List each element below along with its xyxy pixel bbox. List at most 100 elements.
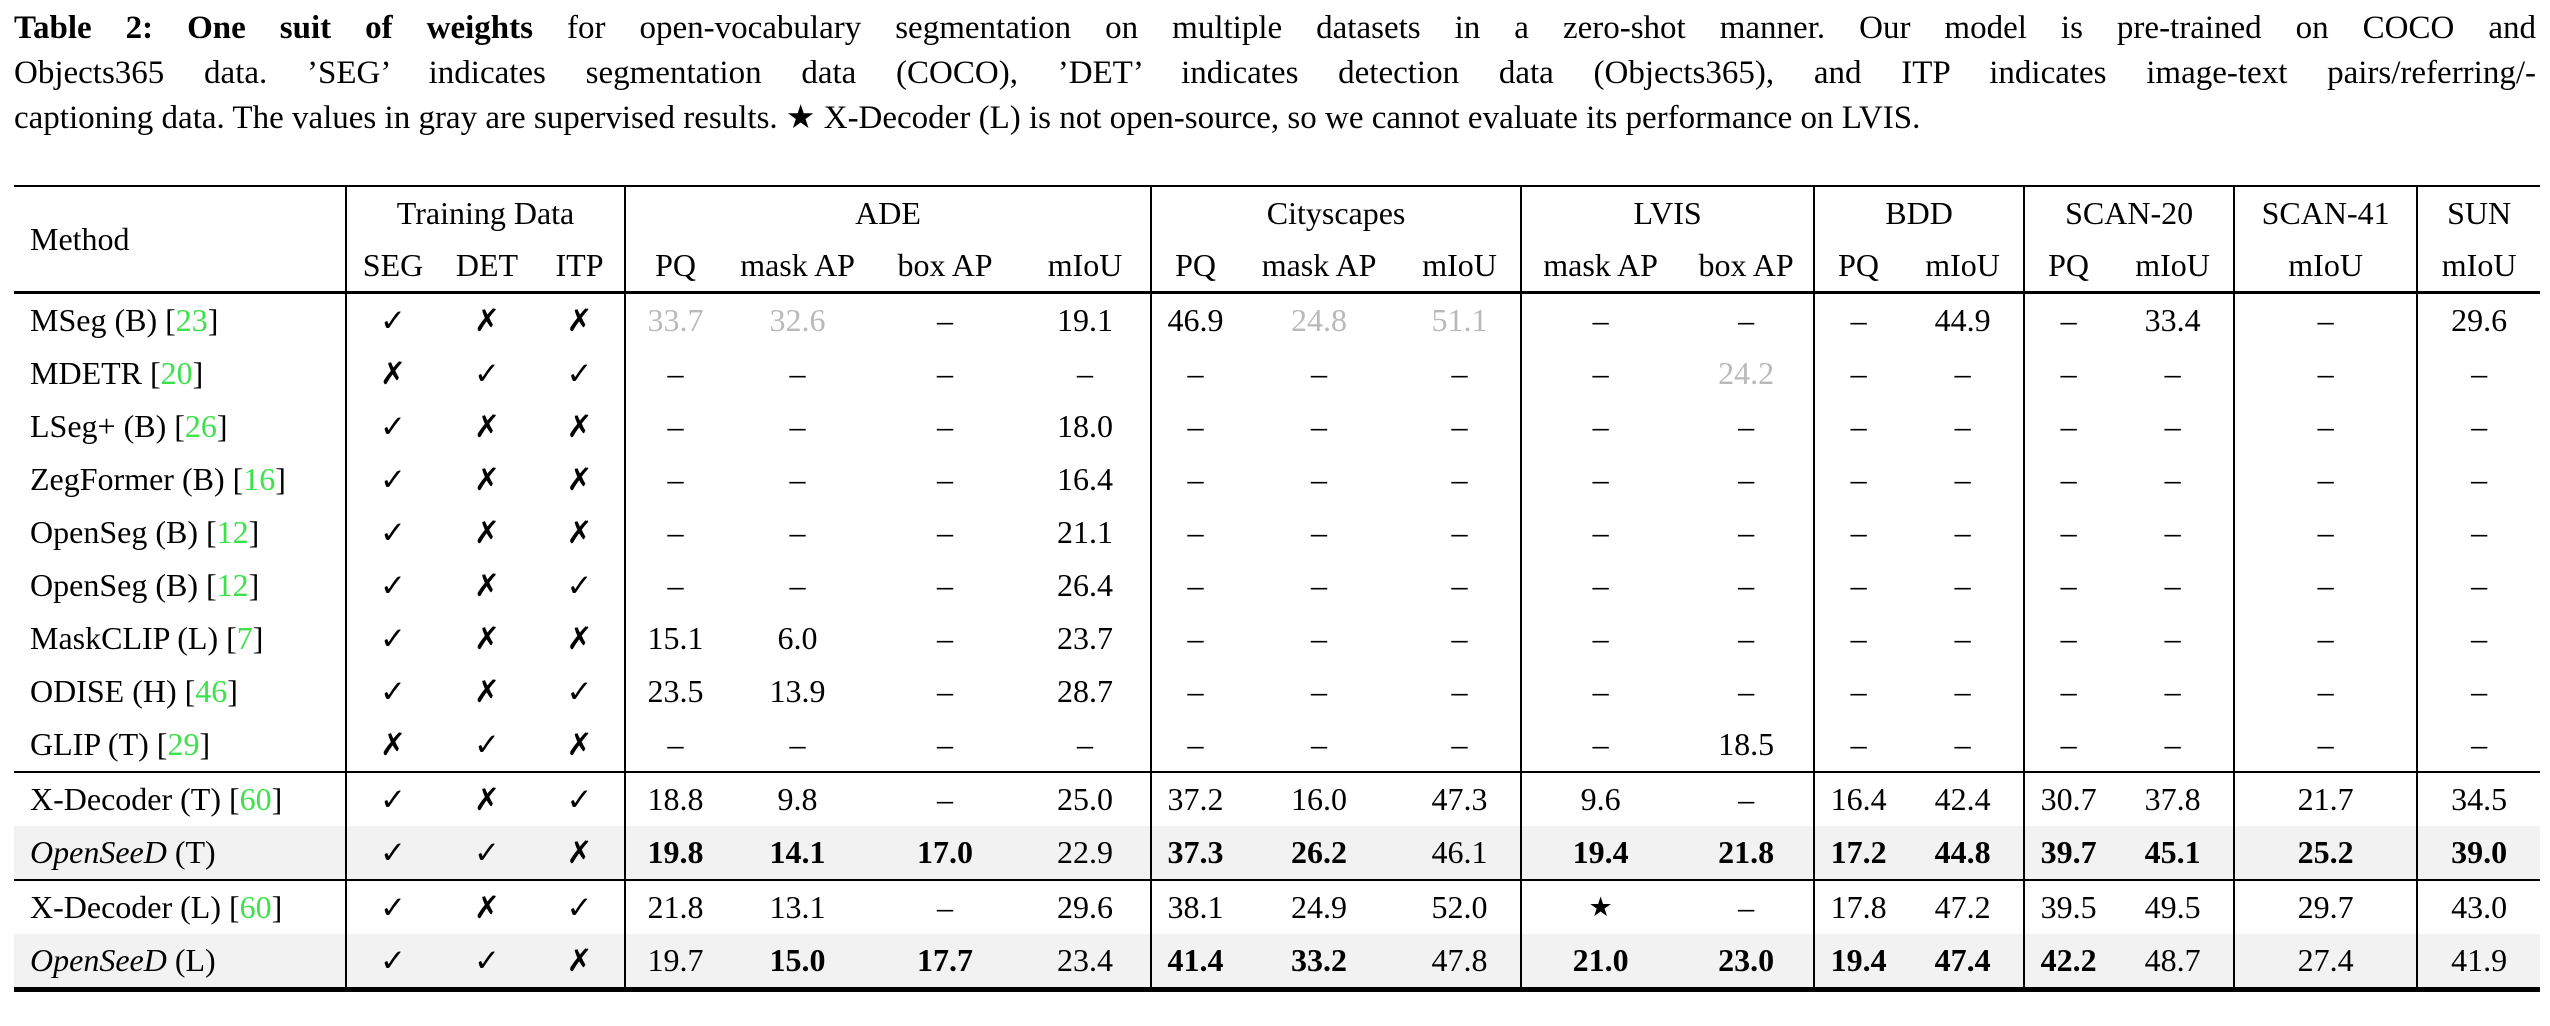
value-cell: –	[1813, 506, 1903, 559]
value-cell: –	[789, 355, 806, 391]
table-caption: Table 2: One suit of weights for open-vo…	[14, 6, 2536, 141]
bracket-open: [	[224, 461, 244, 497]
value-cell: –	[1813, 347, 1903, 400]
value-cell: –	[1813, 612, 1903, 665]
value-cell: 28.7	[1057, 673, 1114, 709]
cross-mark-itp: ✗	[566, 726, 593, 763]
citation-ref: 20	[160, 355, 193, 391]
value-cell: –	[1520, 612, 1680, 665]
value-cell: 37.3	[1150, 826, 1240, 880]
value-cell: 39.5	[2023, 880, 2113, 934]
column-header: mask AP	[1261, 246, 1377, 283]
table-row: OpenSeeD (T) ✓ ✓ ✗ 19.8 14.1 17.0 22.9 37.3 26.2 4…	[14, 826, 2541, 880]
value-cell: 25.2	[2233, 826, 2418, 880]
value-cell: 26.4	[1057, 567, 1114, 603]
value-cell: –	[2023, 506, 2113, 559]
bracket-close: ]	[248, 514, 260, 550]
column-header: PQ	[2023, 239, 2113, 293]
value-cell: –	[2416, 665, 2541, 718]
value-cell: 21.7	[2233, 772, 2418, 826]
table-row: ZegFormer (B) [16] ✓ ✗ ✗ – – –16.4– – – – – – – – – – –	[14, 453, 2541, 506]
column-header: mask AP	[740, 246, 855, 283]
value-cell: –	[1520, 559, 1680, 612]
value-cell: 19.4	[1520, 826, 1680, 880]
value-cell: –	[1150, 347, 1240, 400]
table-row: GLIP (T) [29] ✗ ✓ ✗ – – – – – – – –18.5– – – – – –	[14, 718, 2541, 772]
cross-mark-det: ✗	[474, 889, 500, 926]
value-cell: 24.8	[1291, 302, 1348, 338]
method-cell: MSeg (B) [23]	[14, 293, 346, 348]
value-cell: –	[1813, 559, 1903, 612]
method-name-suffix: MSeg (B)	[30, 302, 158, 338]
column-header: box AP	[897, 246, 993, 283]
method-cell: MDETR [20]	[14, 347, 346, 400]
value-cell: 34.5	[2416, 772, 2541, 826]
cross-mark-det: ✗	[474, 781, 500, 818]
method-cell: X-Decoder (T) [60]	[14, 772, 346, 826]
value-cell: 32.6	[769, 302, 826, 338]
value-cell: –	[937, 461, 954, 497]
value-cell: 52.0	[1431, 889, 1488, 925]
value-cell: –	[1813, 665, 1903, 718]
value-cell: 29.7	[2233, 880, 2418, 934]
value-cell: –	[1738, 620, 1755, 656]
method-cell: LSeg+ (B) [26]	[14, 400, 346, 453]
value-cell: –	[2164, 567, 2181, 603]
value-cell: –	[2233, 347, 2418, 400]
value-cell: –	[2164, 673, 2181, 709]
value-cell: –	[1954, 620, 1971, 656]
citation-ref: 16	[243, 461, 276, 497]
column-header: PQ	[1150, 239, 1240, 293]
value-cell: –	[1311, 726, 1328, 762]
value-cell: –	[2023, 347, 2113, 400]
citation-ref: 29	[167, 726, 200, 762]
value-cell: –	[1451, 673, 1468, 709]
check-mark-seg: ✓	[345, 612, 439, 665]
value-cell: –	[1451, 726, 1468, 762]
bracket-close: ]	[199, 726, 211, 762]
citation-ref: 46	[195, 673, 228, 709]
bracket-close: ]	[252, 620, 264, 656]
value-cell: –	[1738, 514, 1755, 550]
citation-ref: 23	[175, 302, 208, 338]
caption-line-1: Table 2: One suit of weights for open-vo…	[14, 6, 2536, 51]
method-name-suffix: (L)	[166, 942, 216, 978]
group-header: SCAN-41	[2233, 186, 2418, 239]
check-mark-seg: ✓	[345, 772, 439, 826]
column-header: mIoU	[1925, 246, 2000, 283]
method-cell: MaskCLIP (L) [7]	[14, 612, 346, 665]
bracket-open: [	[197, 567, 217, 603]
check-mark-det: ✓	[474, 834, 500, 871]
method-cell: OpenSeg (B) [12]	[14, 559, 346, 612]
check-mark-seg: ✓	[345, 453, 439, 506]
value-cell: 6.0	[777, 620, 818, 656]
citation-ref: 60	[239, 889, 272, 925]
value-cell: –	[2233, 559, 2418, 612]
method-name-suffix: OpenSeg (B)	[30, 567, 198, 603]
bracket-close: ]	[248, 567, 260, 603]
citation-ref: 12	[216, 567, 249, 603]
cross-mark-det: ✗	[474, 514, 500, 551]
value-cell: –	[1954, 726, 1971, 762]
value-cell: –	[937, 889, 954, 925]
bracket-open: [	[218, 620, 237, 656]
method-cell: OpenSeg (B) [12]	[14, 506, 346, 559]
caption-title: Table 2: One suit of weights	[14, 10, 533, 46]
caption-line-2: Objects365 data. ’SEG’ indicates segment…	[14, 55, 2536, 91]
value-cell: 24.9	[1291, 889, 1348, 925]
column-header: mIoU	[2135, 246, 2210, 283]
value-cell: –	[2233, 718, 2418, 772]
cross-mark-det: ✗	[474, 302, 500, 339]
value-cell: –	[2233, 453, 2418, 506]
check-mark-det: ✓	[474, 355, 500, 392]
column-header: mIoU	[1047, 246, 1123, 283]
check-mark-seg: ✓	[345, 934, 439, 990]
bracket-close: ]	[271, 889, 283, 925]
value-cell: –	[789, 461, 806, 497]
value-cell: –	[1311, 514, 1328, 550]
method-cell: X-Decoder (L) [60]	[14, 880, 346, 934]
value-cell: –	[1150, 453, 1240, 506]
star-value-cell: ★	[1520, 880, 1680, 934]
bracket-close: ]	[207, 302, 219, 338]
value-cell: 9.6	[1520, 772, 1680, 826]
